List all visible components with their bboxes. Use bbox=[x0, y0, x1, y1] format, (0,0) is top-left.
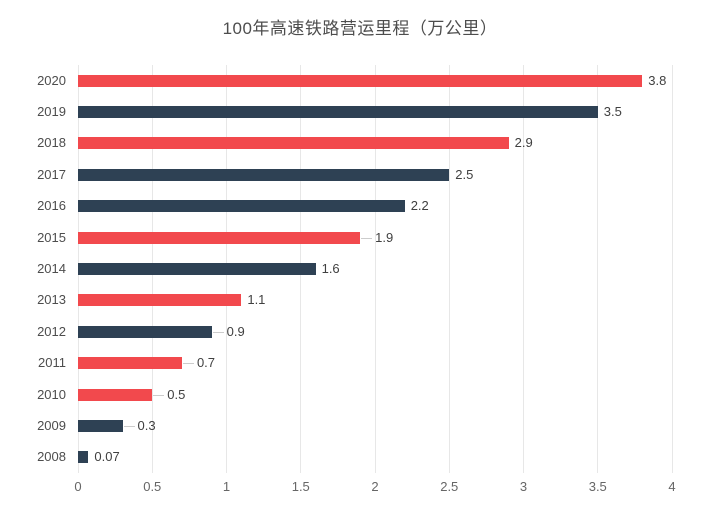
bar-2014[interactable] bbox=[78, 263, 316, 275]
x-axis-tick-label: 3.5 bbox=[588, 479, 607, 494]
bar-2018[interactable] bbox=[78, 137, 509, 150]
value-leader-line bbox=[123, 425, 135, 427]
bar-value-label: 2.9 bbox=[514, 135, 533, 151]
value-leader-line bbox=[153, 394, 165, 396]
value-leader-line bbox=[182, 363, 194, 365]
y-axis-category-label: 2011 bbox=[38, 355, 66, 371]
bar-2011[interactable] bbox=[78, 357, 182, 370]
bar-2019[interactable] bbox=[78, 106, 598, 119]
x-axis-tick-label: 4 bbox=[668, 479, 676, 494]
x-axis-tick-label: 3 bbox=[519, 479, 528, 494]
bar-value-label: 0.7 bbox=[196, 355, 216, 371]
bar-value-label: 2.2 bbox=[410, 198, 429, 214]
y-axis-category-label: 2019 bbox=[37, 104, 66, 120]
x-axis-tick-label: 2 bbox=[371, 479, 379, 494]
gridline bbox=[523, 65, 524, 473]
y-axis-category-label: 2017 bbox=[37, 166, 66, 182]
bar-value-label: 0.3 bbox=[137, 417, 156, 433]
bar-value-label: 1.6 bbox=[321, 261, 340, 276]
bar-2009[interactable] bbox=[78, 419, 123, 432]
bar-value-label: 0.9 bbox=[226, 323, 245, 339]
bar-2015[interactable] bbox=[78, 231, 361, 244]
y-axis-category-label: 2014 bbox=[37, 261, 66, 276]
x-axis-tick-label: 2.5 bbox=[440, 479, 459, 494]
bar-2008[interactable] bbox=[78, 451, 89, 464]
bar-value-label: 2.5 bbox=[455, 166, 474, 182]
x-axis-tick-label: 1 bbox=[222, 479, 231, 494]
bar-value-label: 0.5 bbox=[167, 386, 186, 402]
gridline bbox=[597, 65, 599, 473]
bar-2013[interactable] bbox=[78, 294, 242, 307]
gridline bbox=[374, 65, 376, 473]
gridline bbox=[448, 65, 450, 473]
y-axis-category-label: 2015 bbox=[37, 229, 66, 245]
y-axis-category-label: 2009 bbox=[37, 417, 66, 433]
bar-2012[interactable] bbox=[78, 325, 212, 338]
bar-value-label: 1.1 bbox=[247, 292, 266, 308]
bar-value-label: 0.07 bbox=[94, 449, 120, 465]
gridline bbox=[671, 65, 673, 473]
y-axis-category-label: 2008 bbox=[37, 449, 66, 465]
y-axis-category-label: 2012 bbox=[37, 323, 66, 339]
bar-2017[interactable] bbox=[78, 168, 450, 181]
bar-2010[interactable] bbox=[78, 388, 153, 401]
bar-value-label: 3.8 bbox=[648, 72, 667, 88]
bar-2020[interactable] bbox=[78, 74, 643, 87]
chart-title: 100年高速铁路营运里程（万公里） bbox=[222, 19, 498, 38]
bar-value-label: 3.5 bbox=[603, 104, 622, 120]
x-axis-tick-label: 0 bbox=[74, 479, 82, 494]
value-leader-line bbox=[361, 237, 373, 239]
bar-2016[interactable] bbox=[78, 200, 405, 213]
value-leader-line bbox=[212, 331, 224, 333]
plot-area: 3.8 3.5 2.9 2.5 2.2 1.9 1.6 1.1 0.9 0.7 0.5 0.3 0.07 bbox=[77, 65, 673, 473]
y-axis-category-label: 2010 bbox=[37, 386, 66, 402]
x-axis-tick-label: 1.5 bbox=[291, 479, 310, 494]
bar-value-label: 1.9 bbox=[375, 229, 394, 245]
y-axis-category-label: 2018 bbox=[37, 135, 66, 151]
y-axis-category-label: 2013 bbox=[37, 292, 66, 308]
x-axis-tick-label: 0.5 bbox=[143, 479, 162, 494]
y-axis-category-label: 2020 bbox=[37, 72, 66, 88]
y-axis-category-label: 2016 bbox=[37, 198, 66, 214]
